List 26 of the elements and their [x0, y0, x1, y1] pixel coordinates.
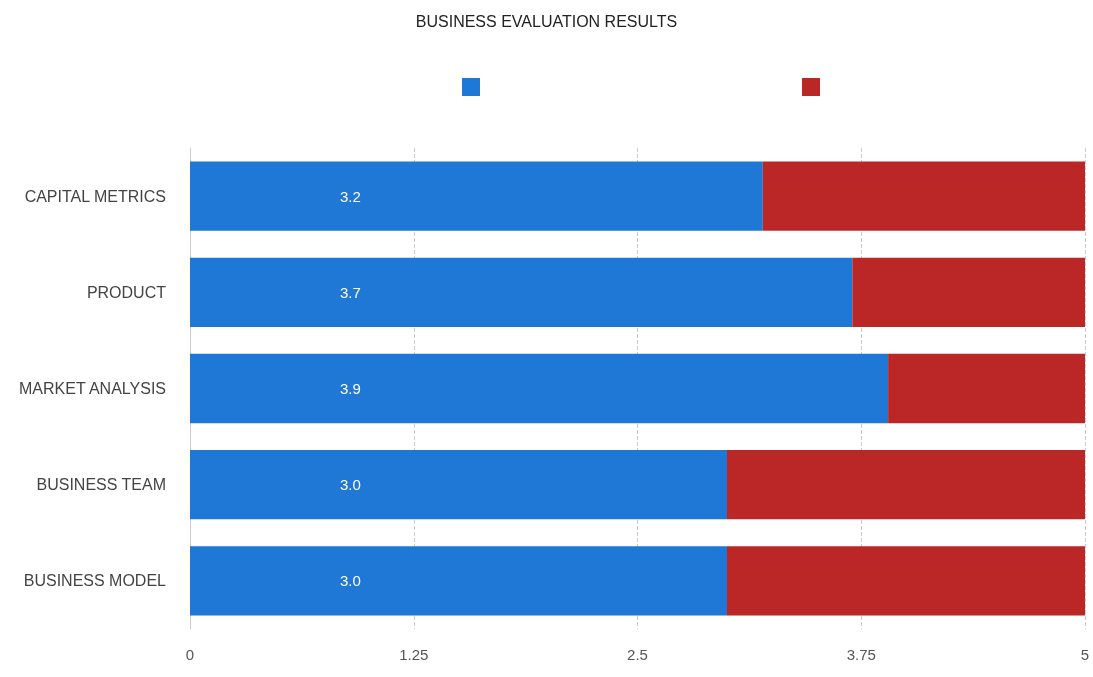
data-label: 3.9	[340, 380, 361, 397]
data-label: 3.2	[340, 187, 361, 205]
x-tick-label: 0	[185, 646, 195, 663]
x-tick-label: 5	[1080, 646, 1090, 663]
chart-title: BUSINESS EVALUATION RESULTS	[415, 12, 678, 30]
x-tick-label: 2.5	[627, 646, 648, 663]
y-tick-label: CAPITAL METRICS	[24, 187, 166, 205]
bar	[190, 353, 889, 424]
bar	[727, 450, 1085, 520]
bar	[852, 257, 1085, 327]
y-tick-label: PRODUCT	[86, 283, 167, 301]
bar	[190, 546, 727, 616]
y-tick-label: BUSINESS TEAM	[36, 476, 166, 494]
y-tick-label: BUSINESS MODEL	[23, 572, 167, 590]
bar	[727, 546, 1085, 616]
data-label: 3.0	[340, 476, 361, 494]
bar	[190, 257, 853, 327]
data-label: 3.7	[340, 283, 361, 301]
bar	[888, 353, 1085, 424]
x-tick-label: 3.75	[846, 646, 876, 663]
bar	[190, 161, 763, 231]
x-tick-label: 1.25	[399, 646, 429, 663]
y-tick-label: MARKET ANALYSIS	[18, 380, 166, 397]
data-label: 3.0	[340, 572, 361, 590]
bar	[190, 450, 727, 520]
bar	[762, 161, 1085, 231]
